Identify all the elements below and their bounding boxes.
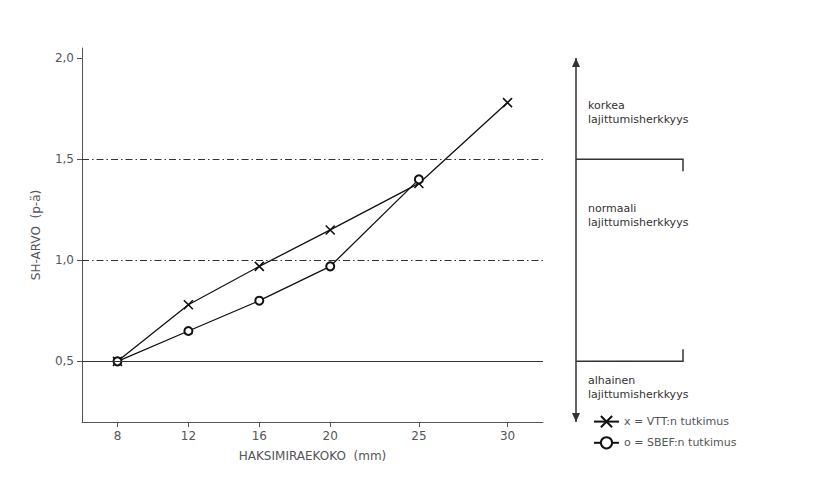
- svg-text:lajittumisherkkyys: lajittumisherkkyys: [588, 216, 689, 229]
- svg-text:16: 16: [252, 429, 267, 443]
- svg-text:alhainen: alhainen: [588, 374, 635, 387]
- svg-text:30: 30: [500, 429, 515, 443]
- svg-text:1,5: 1,5: [55, 152, 74, 166]
- svg-text:lajittumisherkkyys: lajittumisherkkyys: [588, 113, 689, 126]
- svg-text:20: 20: [323, 429, 338, 443]
- svg-text:SH-ARVO (p-ä): SH-ARVO (p-ä): [29, 190, 43, 280]
- svg-text:8: 8: [114, 429, 122, 443]
- svg-text:x = VTT:n tutkimus: x = VTT:n tutkimus: [624, 415, 729, 428]
- svg-text:1,0: 1,0: [55, 253, 74, 267]
- svg-text:o = SBEF:n tutkimus: o = SBEF:n tutkimus: [624, 436, 737, 449]
- svg-text:2,0: 2,0: [55, 51, 74, 65]
- svg-text:korkea: korkea: [588, 99, 625, 112]
- svg-text:25: 25: [411, 429, 426, 443]
- svg-text:0,5: 0,5: [55, 354, 74, 368]
- svg-text:lajittumisherkkyys: lajittumisherkkyys: [588, 388, 689, 401]
- svg-text:normaali: normaali: [588, 202, 636, 215]
- svg-text:HAKSIMIRAEKOKO (mm): HAKSIMIRAEKOKO (mm): [239, 449, 386, 463]
- svg-text:12: 12: [181, 429, 196, 443]
